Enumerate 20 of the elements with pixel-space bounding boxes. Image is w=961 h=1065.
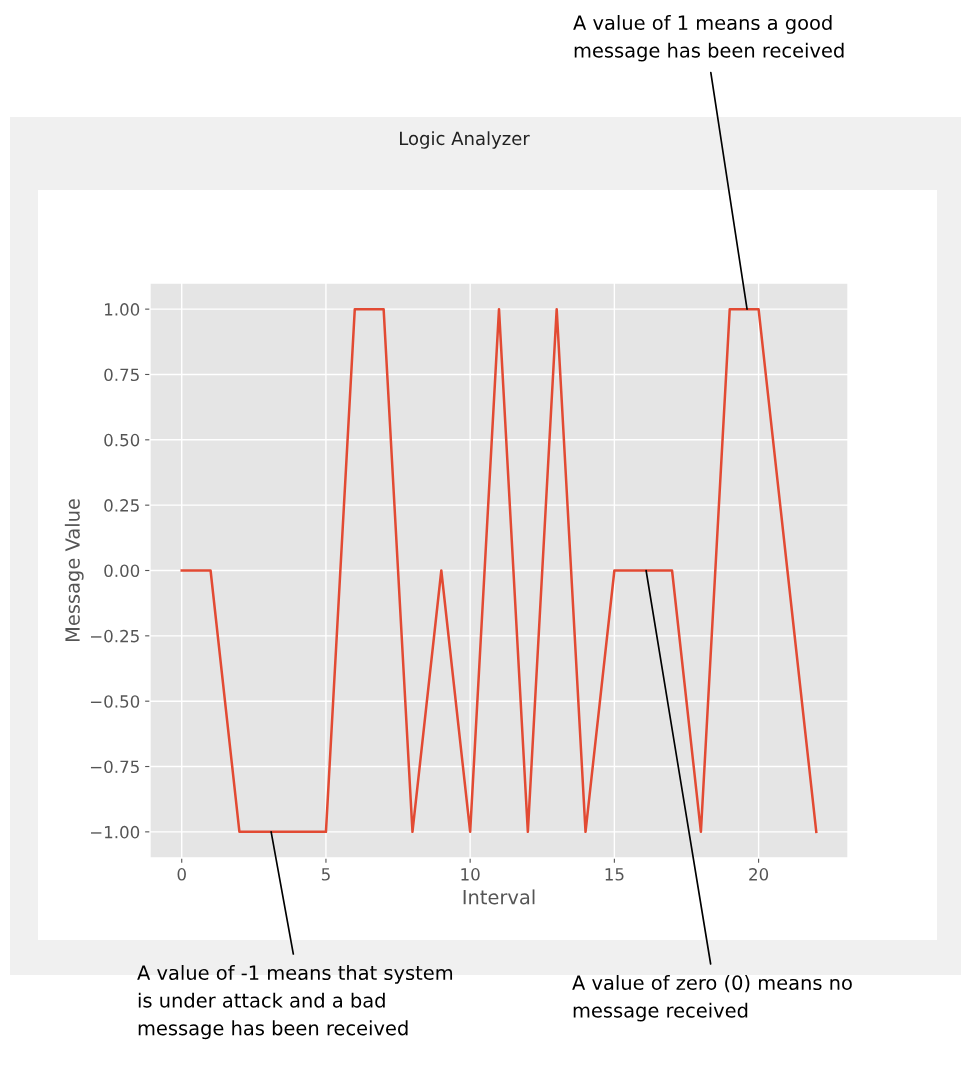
x-tick-label: 0 — [177, 868, 186, 881]
x-tick-label: 10 — [461, 868, 480, 881]
y-tick-label: −1.00 — [90, 825, 140, 839]
y-tick-label: 0.00 — [104, 564, 140, 578]
x-tick-label: 20 — [749, 868, 769, 881]
x-tick-label: 5 — [321, 868, 330, 881]
x-tick-label: 15 — [605, 868, 624, 881]
y-tick-label: 0.25 — [104, 499, 139, 512]
y-tick-label: −0.75 — [90, 760, 139, 774]
y-tick-label: −0.25 — [90, 629, 139, 643]
y-axis-title: Message Value — [64, 499, 84, 641]
annotation: A value of zero (0) means no message received — [572, 975, 852, 1022]
chart-title: Logic Analyzer — [400, 131, 530, 149]
annotation: A value of 1 means a good message has been received — [573, 15, 844, 62]
y-tick-label: 0.50 — [104, 433, 140, 447]
y-tick-label: 1.00 — [105, 303, 140, 316]
x-axis-title: Interval — [463, 889, 535, 905]
y-tick-label: −0.50 — [90, 695, 140, 708]
annotation: A value of -1 means that system is under attack and a bad message has been received — [137, 965, 453, 1040]
y-tick-label: 0.75 — [104, 368, 139, 382]
